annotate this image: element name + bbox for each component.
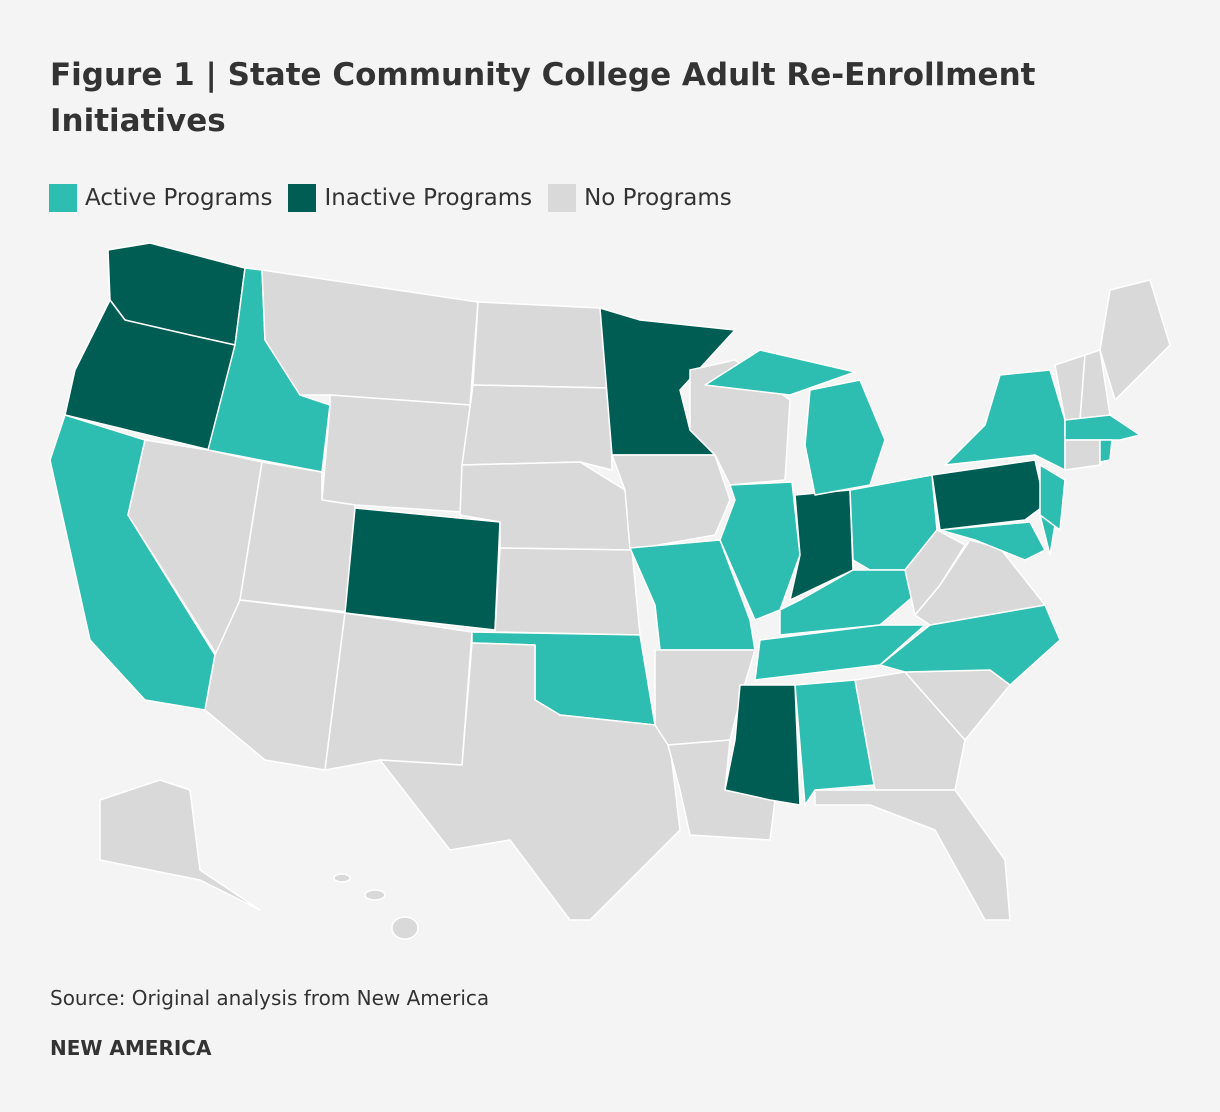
legend-item: No Programs — [548, 184, 732, 212]
legend: Active Programs Inactive Programs No Progr… — [49, 184, 732, 212]
state — [261, 269, 479, 406]
state — [1099, 439, 1113, 463]
state — [944, 369, 1066, 471]
states — [49, 242, 1171, 940]
state — [754, 624, 926, 681]
state — [494, 547, 641, 636]
legend-label: No Programs — [584, 185, 732, 211]
legend-label: Inactive Programs — [324, 185, 533, 211]
state — [99, 779, 261, 911]
state — [321, 394, 471, 513]
state — [854, 671, 966, 791]
legend-swatch — [548, 184, 577, 212]
state — [794, 679, 876, 806]
state — [364, 889, 386, 901]
legend-swatch — [49, 184, 77, 212]
state — [719, 481, 801, 621]
state — [939, 521, 1046, 561]
state — [904, 529, 966, 616]
state — [704, 349, 856, 396]
legend-label: Active Programs — [85, 185, 273, 211]
us-map — [49, 242, 1171, 940]
state — [1039, 464, 1066, 531]
state — [1064, 439, 1101, 471]
state — [461, 384, 613, 471]
state — [472, 301, 611, 389]
state — [814, 789, 1011, 921]
state — [1064, 414, 1141, 441]
brand: NEW AMERICA — [50, 1036, 212, 1060]
title: Figure 1 | State Community College Adult… — [50, 57, 1036, 139]
legend-swatch — [288, 184, 317, 212]
state — [667, 739, 776, 841]
state — [333, 873, 351, 883]
source: Source: Original analysis from New Ameri… — [50, 986, 490, 1010]
state — [931, 459, 1046, 531]
state — [391, 916, 419, 940]
state — [611, 454, 731, 551]
state — [804, 379, 886, 496]
legend-item: Inactive Programs — [288, 184, 532, 212]
state — [379, 642, 681, 921]
legend-item: Active Programs — [49, 184, 272, 212]
state — [1099, 279, 1171, 401]
state — [324, 612, 473, 771]
state — [344, 507, 501, 631]
